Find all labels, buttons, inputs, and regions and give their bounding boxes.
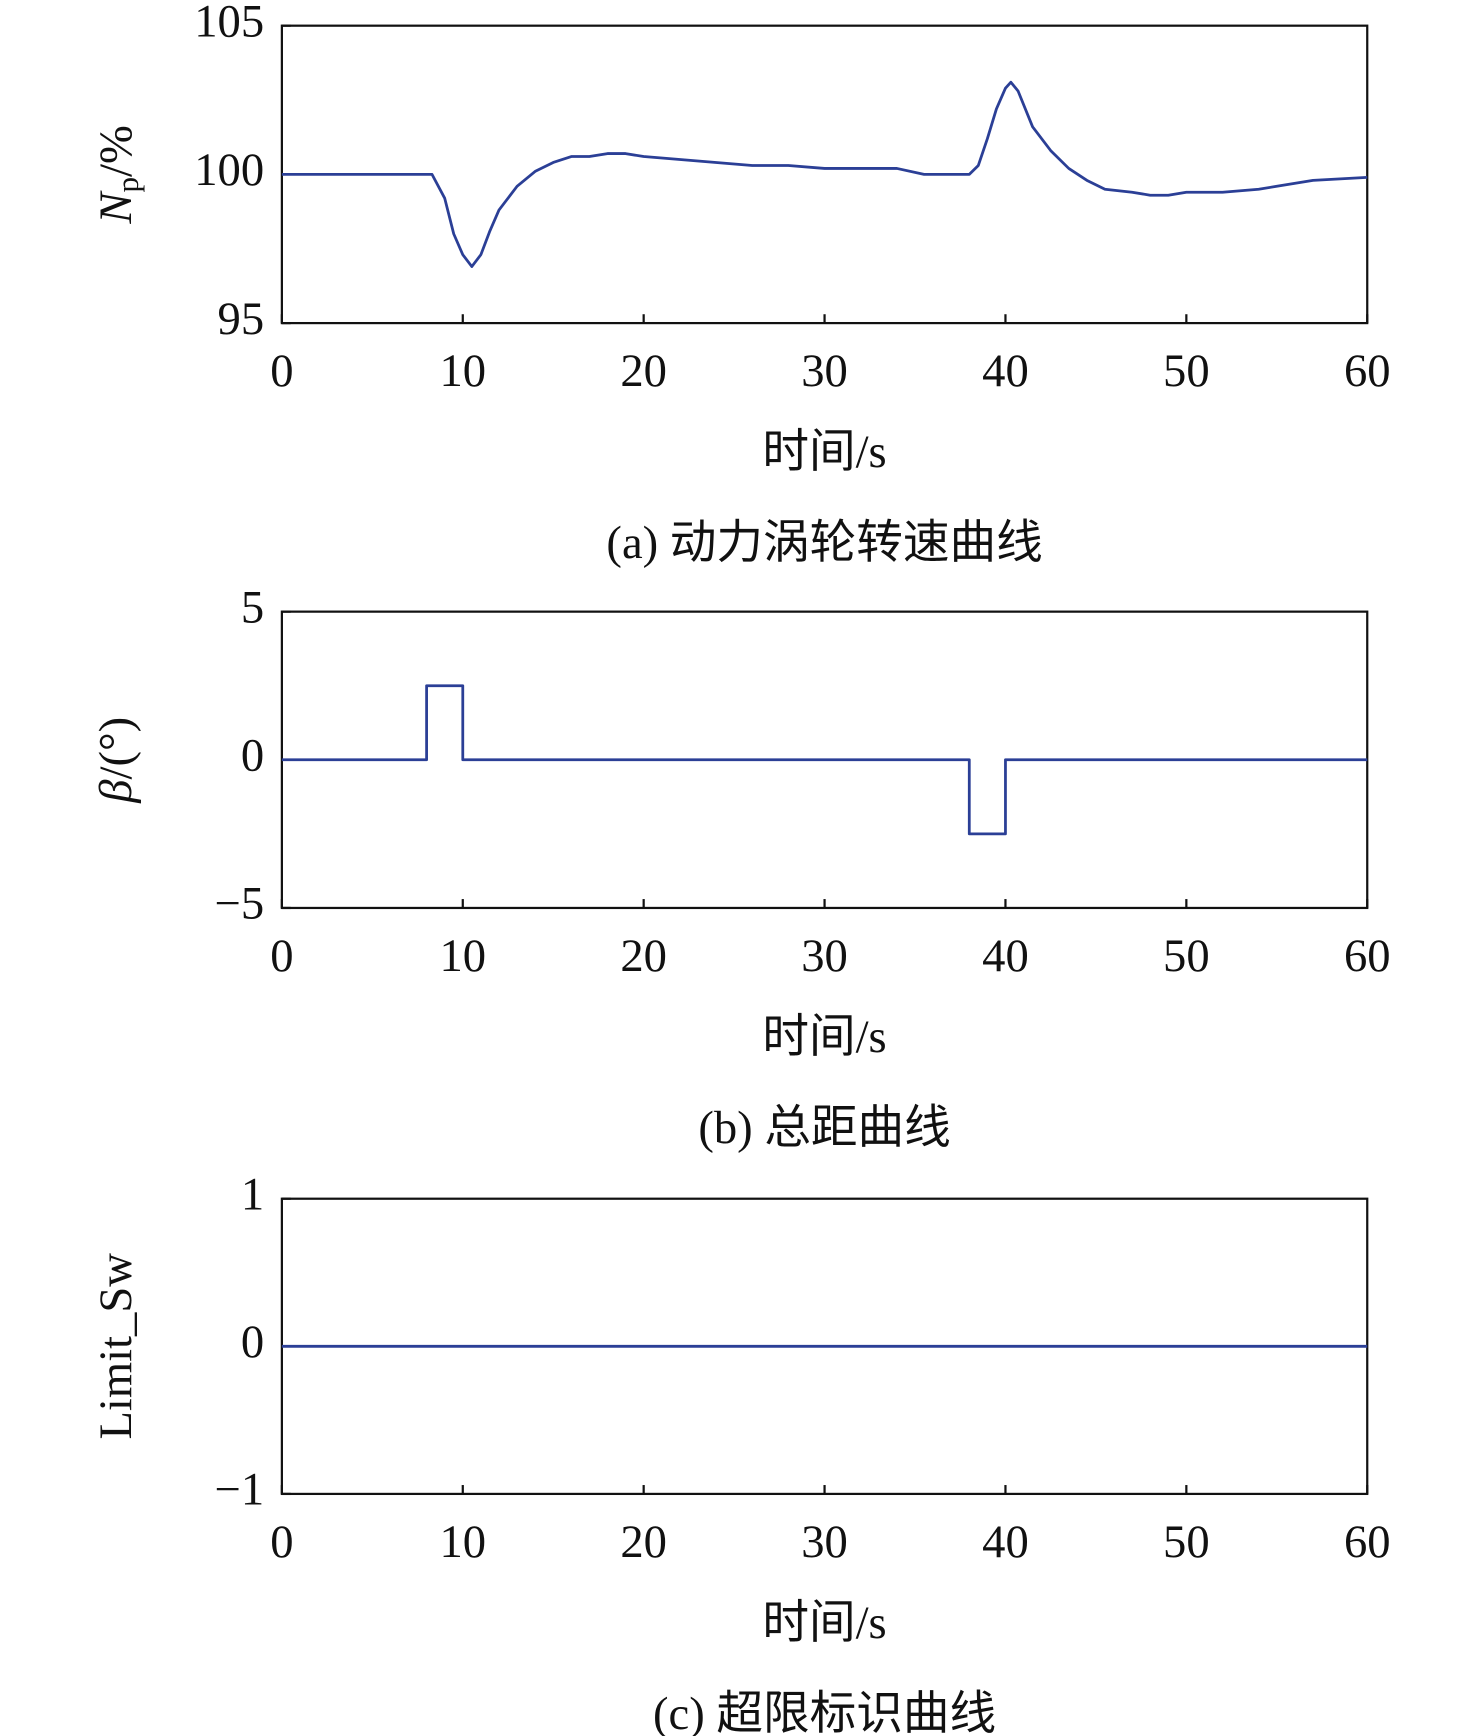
x-tick-label: 50 (1163, 1516, 1210, 1568)
x-tick-label: 20 (620, 1516, 667, 1568)
y-axis-label: β/(°) (90, 717, 142, 804)
y-tick-label: −5 (215, 878, 265, 930)
y-tick-label: 95 (218, 293, 265, 345)
y-axis-label-part: Limit_Sw (90, 1253, 142, 1440)
y-axis-label: Limit_Sw (90, 1253, 142, 1440)
x-tick-label: 0 (270, 345, 293, 397)
x-tick-label: 50 (1163, 345, 1210, 397)
x-tick-label: 40 (982, 1516, 1029, 1568)
y-tick-label: 0 (241, 1316, 264, 1368)
caption: (a) 动力涡轮转速曲线 (606, 517, 1042, 569)
data-line (281, 684, 1368, 836)
y-axis-label-part: p (110, 177, 145, 193)
y-axis-label: Np/% (90, 125, 146, 224)
y-tick-label: −1 (215, 1464, 265, 1516)
x-tick-label: 20 (620, 345, 667, 397)
y-tick-label: 5 (241, 581, 264, 633)
x-axis-label: 时间/s (762, 1011, 886, 1063)
y-axis-label-part: /(°) (90, 717, 142, 780)
x-tick-label: 10 (439, 1516, 486, 1568)
x-tick-label: 30 (801, 345, 848, 397)
x-axis-label: 时间/s (762, 1597, 886, 1649)
caption: (c) 超限标识曲线 (653, 1688, 996, 1736)
caption: (b) 总距曲线 (698, 1102, 950, 1154)
x-tick-label: 20 (620, 930, 667, 982)
y-tick-label: 1 (241, 1168, 264, 1220)
x-tick-label: 30 (801, 930, 848, 982)
y-tick-label: 100 (194, 144, 264, 196)
y-axis-label-part: /% (90, 125, 142, 177)
x-tick-label: 0 (270, 1516, 293, 1568)
x-tick-label: 0 (270, 930, 293, 982)
x-tick-label: 60 (1344, 930, 1391, 982)
x-tick-label: 50 (1163, 930, 1210, 982)
x-tick-label: 40 (982, 930, 1029, 982)
plot-frame (280, 24, 1369, 325)
y-axis-label-part: β (90, 779, 142, 804)
y-tick-label: 0 (241, 730, 264, 782)
x-axis-label: 时间/s (762, 426, 886, 478)
x-tick-label: 10 (439, 345, 486, 397)
x-tick-label: 60 (1344, 1516, 1391, 1568)
y-axis-label-part: N (90, 190, 142, 225)
x-tick-label: 40 (982, 345, 1029, 397)
y-tick-label: 105 (194, 0, 264, 47)
data-line (281, 80, 1368, 268)
x-tick-label: 60 (1344, 345, 1391, 397)
x-tick-label: 30 (801, 1516, 848, 1568)
x-tick-label: 10 (439, 930, 486, 982)
